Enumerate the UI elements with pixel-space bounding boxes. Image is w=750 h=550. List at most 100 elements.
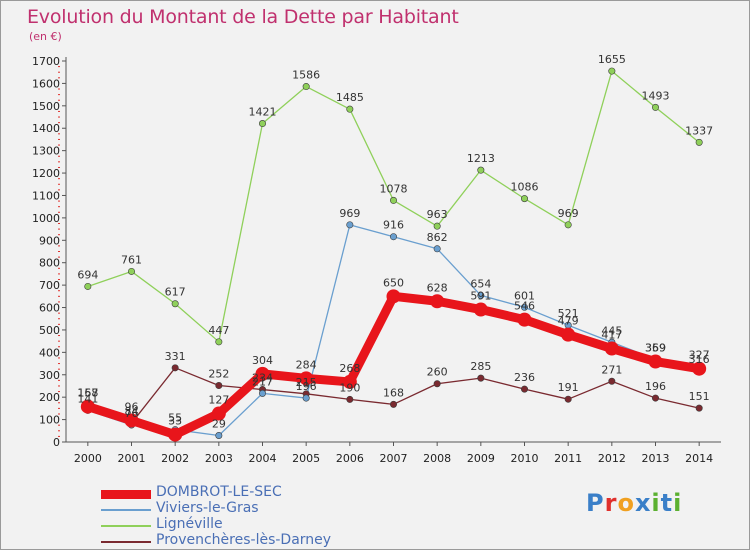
data-label: 650 [383,276,404,289]
data-point [128,267,136,275]
data-point [258,389,266,397]
data-point [215,338,223,346]
unit-label: (en €) [29,30,62,43]
data-point [80,399,95,414]
logo-letter: r [604,489,618,517]
data-label: 285 [470,360,491,373]
data-point [346,105,354,113]
data-label: 601 [514,289,535,302]
data-label: 252 [208,368,229,381]
chart-title: Evolution du Montant de la Dette par Hab… [27,6,459,28]
data-point [604,341,619,356]
legend-label: Viviers-le-Gras [156,500,259,516]
x-tick-label: 2010 [511,452,539,465]
data-label: 127 [208,394,229,407]
data-label: 151 [689,390,710,403]
data-label: 234 [252,372,273,385]
data-label: 1086 [511,181,539,194]
y-tick-label: 1400 [32,122,60,135]
legend-label: DOMBROT-LE-SEC [156,484,282,500]
x-tick-label: 2002 [161,452,189,465]
data-label: 591 [470,290,491,303]
data-label: 1213 [467,152,495,165]
data-point [299,371,314,386]
data-label: 196 [645,380,666,393]
data-label: 359 [645,342,666,355]
data-point [389,233,397,241]
y-tick-label: 1200 [32,167,60,180]
data-label: 445 [601,324,622,337]
data-label: 168 [383,386,404,399]
data-point [386,289,401,304]
x-tick-label: 2012 [598,452,626,465]
y-tick-label: 700 [39,279,60,292]
data-point [477,374,485,382]
series-lines [83,70,704,440]
y-tick-label: 200 [39,391,60,404]
data-label: 628 [427,281,448,294]
x-tick-label: 2009 [467,452,495,465]
data-point [695,404,703,412]
data-label: 916 [383,219,404,232]
data-label: 1485 [336,91,364,104]
data-point [564,221,572,229]
data-label: 617 [165,286,186,299]
x-tick-label: 2008 [423,452,451,465]
logo-letter: P [586,489,605,517]
legend-swatch [101,525,151,527]
data-label: 191 [558,381,579,394]
data-point [171,300,179,308]
data-label: 260 [427,366,448,379]
logo-letter: i [673,489,683,517]
y-tick-label: 900 [39,234,60,247]
x-tick-label: 2011 [554,452,582,465]
data-point [255,366,270,381]
data-point [561,327,576,342]
data-point [302,394,310,402]
data-point [520,303,528,311]
axes [65,57,721,443]
x-tick-label: 2000 [74,452,102,465]
x-tick-label: 2003 [205,452,233,465]
data-label: 304 [252,354,273,367]
data-labels: 694 761 617 447 1421 1586 1485 1078 963 1213 1086 9… [77,53,713,430]
data-label: 55 [168,412,182,425]
y-tick-label: 1000 [32,212,60,225]
data-point [215,432,223,440]
data-label: 96 [125,400,139,413]
data-point [346,395,354,403]
x-tick-label: 2013 [642,452,670,465]
x-tick-label: 2001 [118,452,146,465]
legend-swatch [101,541,151,543]
data-label: 331 [165,350,186,363]
data-label: 167 [77,387,98,400]
logo-letter: x [634,489,652,517]
line-chart: 0 100 200 300 400 500 600 700 800 900 1000 1100 1200… [32,53,721,465]
data-label: 29 [212,418,226,431]
y-tick-label: 0 [53,436,60,449]
data-label: 1493 [642,89,670,102]
data-point [651,394,659,402]
data-label: 33 [168,415,182,428]
data-label: 327 [689,349,710,362]
data-label: 479 [558,315,579,328]
proxiti-logo: Proxiti [586,489,682,517]
data-point [124,413,139,428]
data-point [473,302,488,317]
data-point [692,361,707,376]
data-point [84,282,92,290]
data-label: 1078 [380,182,408,195]
data-point [608,377,616,385]
y-axis-ticks: 0 100 200 300 400 500 600 700 800 900 1000 1100 1200… [32,55,66,449]
data-label: 761 [121,253,142,266]
data-label: 215 [296,376,317,389]
x-tick-label: 2005 [292,452,320,465]
logo-letter: t [660,489,674,517]
data-point [389,400,397,408]
y-tick-label: 400 [39,346,60,359]
data-label: 694 [77,268,98,281]
data-point [695,138,703,146]
data-label: 84 [125,405,139,418]
y-tick-label: 1700 [32,55,60,68]
